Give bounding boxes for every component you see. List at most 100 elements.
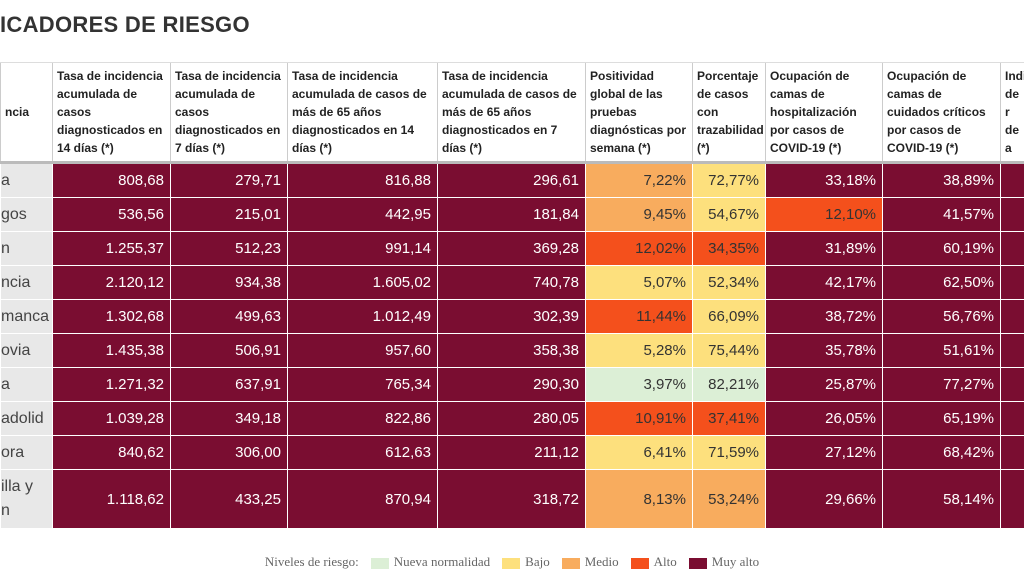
legend: Niveles de riesgo: Nueva normalidad Bajo Me… — [0, 554, 1024, 570]
cell: 302,39 — [437, 299, 586, 334]
cell: 12,02% — [585, 231, 693, 266]
cell: 62,50% — [882, 265, 1001, 300]
cell: 77,27% — [882, 367, 1001, 402]
cell: 296,61 — [437, 162, 586, 198]
cell: 637,91 — [170, 367, 288, 402]
row-label: adolid — [0, 401, 53, 436]
cell: 33,18% — [765, 162, 883, 198]
cell — [1000, 333, 1024, 368]
cell: 11,44% — [585, 299, 693, 334]
cell: 3,97% — [585, 367, 693, 402]
cell: 65,19% — [882, 401, 1001, 436]
cell: 612,63 — [287, 435, 438, 470]
cell: 870,94 — [287, 469, 438, 529]
cell: 506,91 — [170, 333, 288, 368]
column-header: Tasa de incidencia acumulada de casos de… — [287, 62, 438, 164]
row-label: ovia — [0, 333, 53, 368]
cell: 25,87% — [765, 367, 883, 402]
cell: 58,14% — [882, 469, 1001, 529]
cell: 306,00 — [170, 435, 288, 470]
cell: 66,09% — [692, 299, 766, 334]
cell: 1.118,62 — [52, 469, 171, 529]
row-label: manca — [0, 299, 53, 334]
cell: 71,59% — [692, 435, 766, 470]
cell: 369,28 — [437, 231, 586, 266]
cell: 1.605,02 — [287, 265, 438, 300]
cell — [1000, 367, 1024, 402]
row-label: ora — [0, 435, 53, 470]
legend-label: Alto — [653, 554, 677, 569]
cell: 318,72 — [437, 469, 586, 529]
cell: 358,38 — [437, 333, 586, 368]
cell: 280,05 — [437, 401, 586, 436]
cell: 6,41% — [585, 435, 693, 470]
legend-title: Niveles de riesgo: — [264, 554, 359, 569]
cell: 29,66% — [765, 469, 883, 529]
cell: 5,28% — [585, 333, 693, 368]
cell: 68,42% — [882, 435, 1001, 470]
cell: 35,78% — [765, 333, 883, 368]
cell: 181,84 — [437, 197, 586, 232]
table-row: ncia 2.120,12 934,38 1.605,02 740,78 5,07% 52,… — [0, 265, 1024, 300]
title: ICADORES DE RIESGO — [0, 12, 250, 37]
legend-swatch — [502, 557, 521, 569]
row-label: a — [0, 162, 53, 198]
cell: 991,14 — [287, 231, 438, 266]
cell: 1.039,28 — [52, 401, 171, 436]
legend-label: Medio — [584, 554, 619, 569]
column-header: Tasa de incidencia acumulada de casos di… — [52, 62, 171, 164]
column-header: Tasa de incidencia acumulada de casos de… — [437, 62, 586, 164]
cell: 34,35% — [692, 231, 766, 266]
header-row: ncia Tasa de incidencia acumulada de caso… — [0, 62, 1024, 164]
column-header: ncia — [0, 62, 53, 164]
table-container: ncia Tasa de incidencia acumulada de caso… — [0, 62, 1024, 538]
column-header: Indi de r de a — [1000, 62, 1024, 164]
cell: 740,78 — [437, 265, 586, 300]
row-label: n — [0, 231, 53, 266]
cell: 10,91% — [585, 401, 693, 436]
cell: 765,34 — [287, 367, 438, 402]
cell: 41,57% — [882, 197, 1001, 232]
cell: 279,71 — [170, 162, 288, 198]
cell: 349,18 — [170, 401, 288, 436]
cell — [1000, 435, 1024, 470]
legend-swatch — [370, 557, 389, 569]
cell: 7,22% — [585, 162, 693, 198]
cell: 211,12 — [437, 435, 586, 470]
cell: 75,44% — [692, 333, 766, 368]
column-header: Porcentaje de casos con trazabilidad (*) — [692, 62, 766, 164]
cell: 54,67% — [692, 197, 766, 232]
cell: 816,88 — [287, 162, 438, 198]
legend-label: Bajo — [525, 554, 550, 569]
cell — [1000, 197, 1024, 232]
cell: 37,41% — [692, 401, 766, 436]
cell: 1.012,49 — [287, 299, 438, 334]
table-row: ovia 1.435,38 506,91 957,60 358,38 5,28% 75,44… — [0, 333, 1024, 368]
cell: 38,72% — [765, 299, 883, 334]
cell: 72,77% — [692, 162, 766, 198]
cell — [1000, 469, 1024, 529]
cell: 9,45% — [585, 197, 693, 232]
table-row: illa y n 1.118,62 433,25 870,94 318,72 8,13% 5… — [0, 469, 1024, 529]
cell: 60,19% — [882, 231, 1001, 266]
row-label: a — [0, 367, 53, 402]
cell: 840,62 — [52, 435, 171, 470]
cell: 1.302,68 — [52, 299, 171, 334]
cell: 499,63 — [170, 299, 288, 334]
cell: 957,60 — [287, 333, 438, 368]
table-row: a 808,68 279,71 816,88 296,61 7,22% 72,77% 33,1… — [0, 162, 1024, 198]
cell — [1000, 401, 1024, 436]
legend-label: Muy alto — [711, 554, 760, 569]
cell — [1000, 299, 1024, 334]
column-header: Ocupación de camas de cuidados críticos … — [882, 62, 1001, 164]
cell: 2.120,12 — [52, 265, 171, 300]
cell: 1.435,38 — [52, 333, 171, 368]
legend-label: Nueva normalidad — [393, 554, 491, 569]
cell: 38,89% — [882, 162, 1001, 198]
cell: 934,38 — [170, 265, 288, 300]
cell: 808,68 — [52, 162, 171, 198]
table-row: manca 1.302,68 499,63 1.012,49 302,39 11,44% 6… — [0, 299, 1024, 334]
cell: 42,17% — [765, 265, 883, 300]
table-body: a 808,68 279,71 816,88 296,61 7,22% 72,77% 33,1… — [0, 162, 1024, 529]
cell: 822,86 — [287, 401, 438, 436]
